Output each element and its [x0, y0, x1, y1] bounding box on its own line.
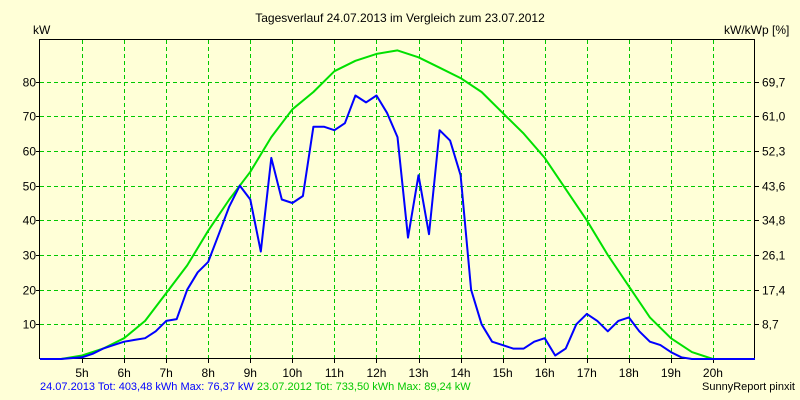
series-line-24.07.2013: [40, 94, 755, 360]
y-axis-right-label: kW/kWp [%]: [724, 23, 789, 37]
x-tick-label: 15h: [493, 366, 513, 380]
credit: SunnyReport pinxit: [702, 381, 795, 393]
x-tick-label: 14h: [451, 366, 471, 380]
x-tick-label: 7h: [159, 366, 172, 380]
x-tick-label: 5h: [75, 366, 88, 380]
y-tick-label-left: 50: [23, 180, 37, 194]
x-tick-label: 11h: [325, 366, 344, 380]
x-tick-label: 13h: [409, 366, 429, 380]
series-line-23.07.2012: [40, 49, 755, 360]
y-axis-right-ticks: 8,7 17,4 26,1 34,8 43,6 52,3 61,0 69,7: [755, 76, 786, 332]
y-tick-label-right: 52,3: [762, 145, 786, 159]
y-tick-label-left: 60: [23, 145, 37, 159]
x-tick-label: 9h: [244, 366, 257, 380]
x-tick-label: 16h: [535, 366, 555, 380]
y-tick-label-right: 26,1: [762, 249, 786, 263]
legend-entry-2013: 24.07.2013 Tot: 403,48 kWh Max: 76,37 kW: [40, 381, 254, 393]
legend: 24.07.2013 Tot: 403,48 kWh Max: 76,37 kW…: [40, 381, 471, 393]
y-tick-label-left: 70: [23, 110, 37, 124]
y-tick-label-left: 10: [23, 318, 37, 332]
y-tick-label-left: 20: [23, 284, 37, 298]
y-tick-label-left: 30: [23, 249, 37, 263]
series: [40, 49, 755, 360]
y-axis-left-ticks: 10 20 30 40 50 60 70 80: [23, 76, 40, 332]
y-tick-label-left: 40: [23, 214, 37, 228]
y-tick-label-right: 17,4: [762, 284, 786, 298]
x-tick-label: 10h: [282, 366, 302, 380]
y-tick-label-right: 43,6: [762, 180, 786, 194]
x-tick-label: 20h: [703, 366, 723, 380]
y-tick-label-right: 34,8: [762, 214, 786, 228]
legend-entry-2012: 23.07.2012 Tot: 733,50 kWh Max: 89,24 kW: [256, 381, 471, 393]
x-tick-label: 18h: [619, 366, 639, 380]
x-axis-ticks: 5h 6h 7h 8h 9h 10h 11h 12h 13h 14h 15h 16h 17h 18h 19h…: [75, 359, 723, 380]
x-tick-label: 8h: [202, 366, 215, 380]
grid: [40, 40, 755, 359]
y-tick-label-right: 8,7: [762, 318, 779, 332]
y-tick-label-left: 80: [23, 76, 37, 90]
y-axis-left-label: kW: [33, 23, 51, 37]
chart-title: Tagesverlauf 24.07.2013 im Vergleich zum…: [255, 11, 545, 25]
plot-border: [39, 39, 755, 359]
x-tick-label: 19h: [661, 366, 681, 380]
y-tick-label-right: 61,0: [762, 110, 786, 124]
x-tick-label: 12h: [366, 366, 386, 380]
x-tick-label: 6h: [117, 366, 130, 380]
y-tick-label-right: 69,7: [762, 76, 786, 90]
x-tick-label: 17h: [577, 366, 597, 380]
